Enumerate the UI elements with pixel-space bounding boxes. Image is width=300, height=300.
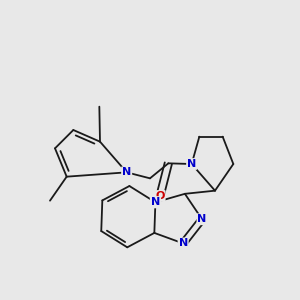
Text: O: O	[155, 191, 165, 201]
Text: N: N	[178, 238, 188, 248]
Text: N: N	[197, 214, 207, 224]
Text: N: N	[151, 197, 160, 207]
Text: N: N	[187, 159, 196, 169]
Text: N: N	[122, 167, 131, 177]
Text: N: N	[151, 197, 160, 207]
